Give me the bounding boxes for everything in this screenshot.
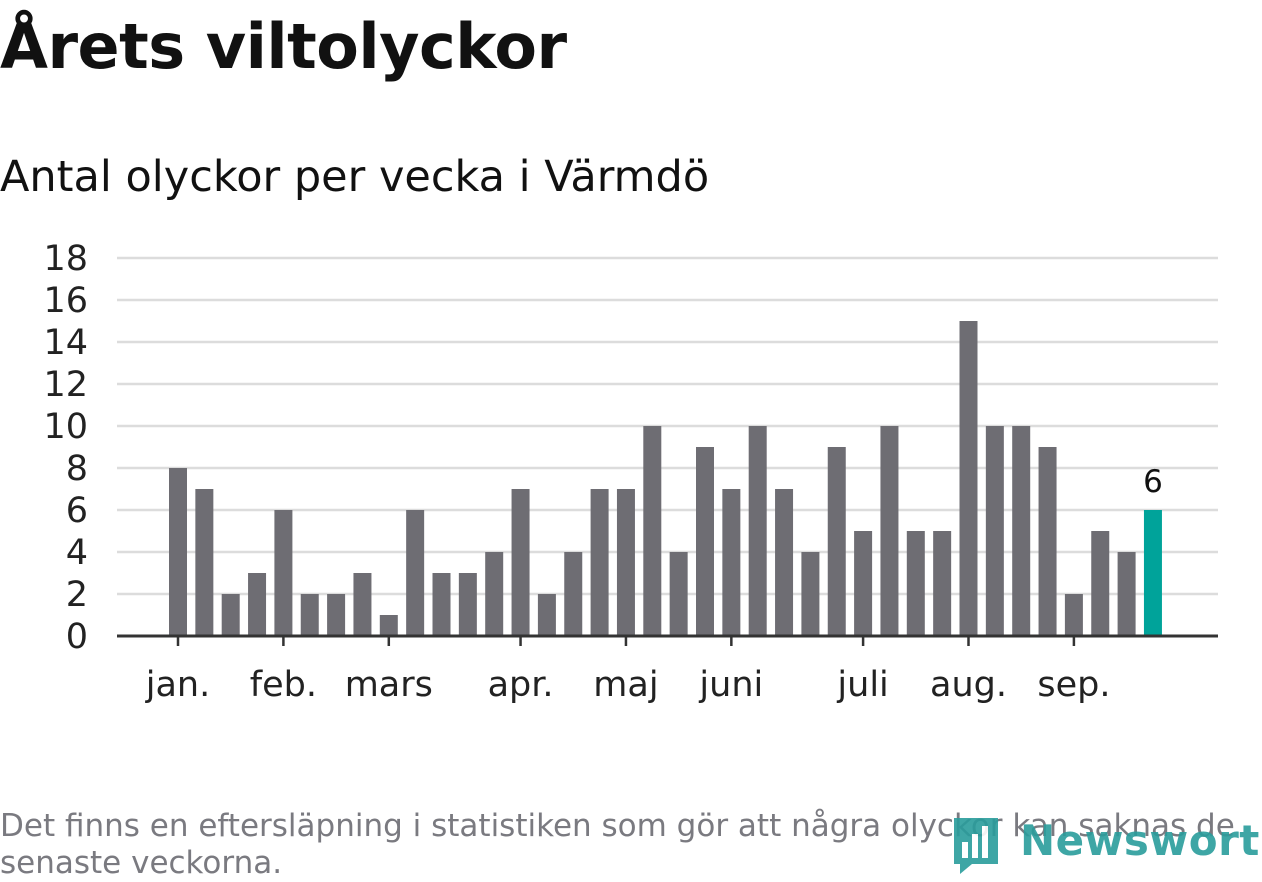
bar bbox=[537, 594, 556, 636]
bar bbox=[432, 573, 451, 636]
y-tick-label: 10 bbox=[43, 407, 88, 447]
bar bbox=[959, 321, 978, 636]
bar bbox=[722, 489, 741, 636]
footnote: Det finns en eftersläpning i statistiken… bbox=[0, 808, 1235, 881]
y-tick-label: 6 bbox=[66, 491, 88, 531]
bar bbox=[616, 489, 635, 636]
bar bbox=[406, 510, 425, 636]
bar bbox=[1091, 531, 1110, 636]
bar bbox=[458, 573, 477, 636]
chart-title: Årets viltolyckor bbox=[0, 10, 567, 83]
x-tick-label: apr. bbox=[488, 665, 554, 705]
bar bbox=[643, 426, 662, 636]
annotations: 6 bbox=[1143, 464, 1163, 500]
x-axis bbox=[117, 634, 1218, 646]
bar bbox=[696, 447, 714, 636]
x-tick-label: juni bbox=[698, 665, 763, 705]
bar bbox=[300, 594, 319, 636]
newsworthy-logo-icon bbox=[954, 818, 998, 874]
bar bbox=[933, 531, 952, 636]
bar bbox=[248, 573, 267, 636]
bar bbox=[221, 594, 240, 636]
bar bbox=[1064, 594, 1083, 636]
x-tick-label: jan. bbox=[145, 665, 210, 705]
gridlines bbox=[117, 256, 1218, 596]
brand-name: Newsworthy bbox=[1020, 816, 1262, 865]
x-tick-label: maj bbox=[593, 665, 658, 705]
y-tick-label: 0 bbox=[66, 617, 88, 657]
x-axis-labels: jan. feb. mars apr. maj juni juli aug. sep. bbox=[145, 665, 1111, 705]
bar bbox=[564, 552, 583, 636]
x-tick-label: sep. bbox=[1037, 665, 1110, 705]
x-tick-label: feb. bbox=[250, 665, 317, 705]
bar bbox=[880, 426, 899, 636]
bar bbox=[1038, 447, 1057, 636]
y-tick-label: 4 bbox=[66, 533, 88, 573]
bar bbox=[379, 615, 398, 636]
y-tick-label: 12 bbox=[43, 365, 88, 405]
bar bbox=[1117, 552, 1136, 636]
bar bbox=[590, 489, 609, 636]
newsworthy-logo: Newsworthy bbox=[950, 812, 1262, 878]
bar bbox=[669, 552, 688, 636]
y-tick-label: 18 bbox=[43, 239, 88, 279]
bar bbox=[327, 594, 346, 636]
bar bbox=[775, 489, 794, 636]
bar-highlighted bbox=[1143, 510, 1162, 636]
bar bbox=[274, 510, 293, 636]
bar bbox=[906, 531, 925, 636]
bar bbox=[801, 552, 820, 636]
bar bbox=[195, 489, 214, 636]
bar bbox=[854, 531, 873, 636]
bar bbox=[827, 447, 846, 636]
bar bbox=[1012, 426, 1031, 636]
bar bbox=[169, 468, 187, 636]
y-tick-label: 8 bbox=[66, 449, 88, 489]
x-tick-label: mars bbox=[345, 665, 433, 705]
y-tick-label: 2 bbox=[66, 575, 88, 615]
bar bbox=[985, 426, 1004, 636]
bar bbox=[485, 552, 504, 636]
chart-subtitle: Antal olyckor per vecka i Värmdö bbox=[0, 152, 710, 202]
y-tick-label: 16 bbox=[43, 281, 88, 321]
x-tick-label: aug. bbox=[930, 665, 1007, 705]
data-label: 6 bbox=[1143, 464, 1163, 500]
y-tick-label: 14 bbox=[43, 323, 88, 363]
x-tick-label: juli bbox=[836, 665, 888, 705]
bar bbox=[511, 489, 530, 636]
bars bbox=[169, 321, 1162, 636]
bar bbox=[748, 426, 767, 636]
bar bbox=[353, 573, 372, 636]
